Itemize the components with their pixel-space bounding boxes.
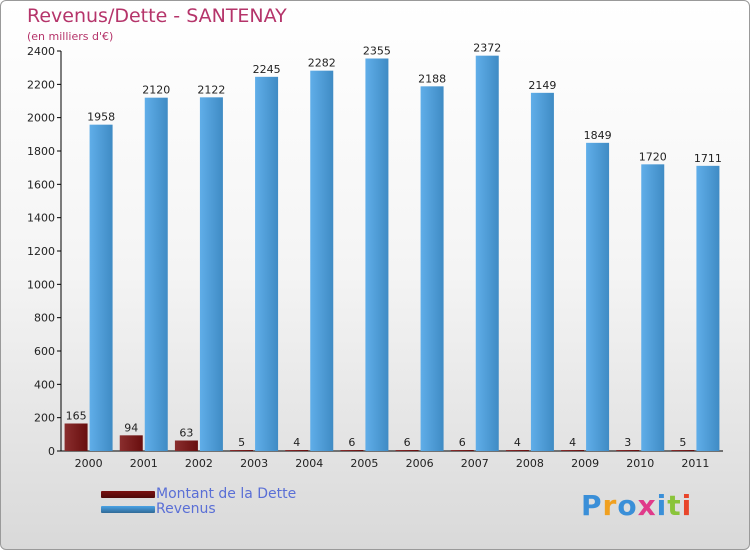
bar-dette	[64, 423, 88, 451]
data-label-dette: 3	[624, 436, 631, 449]
bar-revenus	[475, 55, 499, 452]
data-label-dette: 4	[514, 436, 521, 449]
legend-swatch-revenus	[101, 506, 155, 513]
data-label-revenus: 2188	[418, 72, 446, 85]
data-label-dette: 63	[179, 427, 193, 440]
x-tick-label: 2005	[350, 457, 378, 470]
y-tick-label: 1800	[27, 145, 55, 158]
data-label-dette: 6	[404, 436, 411, 449]
data-label-dette: 4	[293, 436, 300, 449]
bar-dette	[285, 450, 309, 451]
y-tick-label: 2400	[27, 45, 55, 58]
data-label-revenus: 2282	[308, 57, 336, 70]
logo-letter: t	[667, 489, 682, 522]
data-label-revenus: 2355	[363, 45, 391, 58]
bar-dette	[671, 450, 695, 451]
bar-revenus	[199, 97, 223, 451]
bar-revenus	[696, 165, 720, 452]
y-tick-label: 1400	[27, 212, 55, 225]
logo-letter: i	[656, 489, 668, 522]
y-tick-label: 200	[34, 412, 55, 425]
y-tick-label: 600	[34, 345, 55, 358]
y-tick-label: 1600	[27, 178, 55, 191]
data-label-dette: 4	[569, 436, 576, 449]
bar-dette	[395, 450, 419, 451]
x-tick-label: 2001	[130, 457, 158, 470]
y-tick-label: 400	[34, 378, 55, 391]
data-label-dette: 165	[66, 410, 87, 423]
bar-revenus	[89, 124, 113, 452]
data-label-revenus: 1849	[584, 129, 612, 142]
data-label-dette: 6	[459, 436, 466, 449]
bar-dette	[230, 450, 254, 451]
bar-revenus	[530, 92, 554, 451]
logo-letter: x	[637, 489, 657, 522]
data-label-revenus: 2245	[253, 63, 281, 76]
data-label-revenus: 2120	[142, 84, 170, 97]
logo-letter: P	[581, 489, 603, 522]
data-label-revenus: 2149	[528, 79, 556, 92]
data-label-revenus: 2122	[197, 83, 225, 96]
bar-revenus	[420, 86, 444, 451]
bar-revenus	[586, 142, 610, 452]
y-tick-label: 2000	[27, 112, 55, 125]
legend-swatch-dette	[101, 491, 155, 498]
data-label-dette: 5	[679, 436, 686, 449]
legend: Montant de la Dette Revenus	[101, 486, 361, 517]
data-label-dette: 5	[238, 436, 245, 449]
bar-dette	[174, 440, 198, 451]
x-tick-label: 2003	[240, 457, 268, 470]
bar-dette	[340, 450, 364, 451]
bar-dette	[616, 450, 640, 451]
bar-revenus	[310, 70, 334, 452]
proxiti-logo: Proxiti	[581, 489, 692, 522]
legend-label-revenus: Revenus	[156, 501, 216, 517]
data-label-dette: 6	[348, 436, 355, 449]
bar-revenus	[144, 97, 168, 452]
logo-letter: i	[681, 489, 693, 522]
data-label-revenus: 1958	[87, 111, 115, 124]
x-tick-label: 2010	[626, 457, 654, 470]
x-tick-label: 2004	[295, 457, 323, 470]
x-tick-label: 2007	[461, 457, 489, 470]
x-tick-label: 2000	[75, 457, 103, 470]
x-tick-label: 2006	[406, 457, 434, 470]
data-label-revenus: 2372	[473, 42, 501, 55]
x-tick-label: 2002	[185, 457, 213, 470]
data-label-dette: 94	[124, 421, 138, 434]
logo-letter: o	[617, 489, 638, 522]
legend-item-revenus: Revenus	[101, 501, 361, 517]
logo-letter: r	[602, 489, 618, 522]
chart-subtitle: (en milliers d'€)	[27, 30, 114, 43]
y-tick-label: 1200	[27, 245, 55, 258]
bar-revenus	[641, 164, 665, 452]
y-tick-label: 0	[48, 445, 55, 458]
x-tick-label: 2009	[571, 457, 599, 470]
legend-label-dette: Montant de la Dette	[156, 486, 297, 502]
bar-dette	[119, 435, 143, 451]
y-tick-label: 800	[34, 312, 55, 325]
bar-dette	[450, 450, 474, 451]
bar-revenus	[255, 76, 279, 451]
chart-title: Revenus/Dette - SANTENAY	[27, 5, 287, 27]
x-tick-label: 2008	[516, 457, 544, 470]
y-tick-label: 2200	[27, 78, 55, 91]
bar-revenus	[365, 58, 389, 451]
y-tick-label: 1000	[27, 278, 55, 291]
x-tick-label: 2011	[681, 457, 709, 470]
data-label-revenus: 1711	[694, 152, 722, 165]
bar-dette	[505, 450, 529, 451]
legend-item-dette: Montant de la Dette	[101, 486, 361, 502]
data-label-revenus: 1720	[639, 150, 667, 163]
bar-dette	[561, 450, 585, 451]
